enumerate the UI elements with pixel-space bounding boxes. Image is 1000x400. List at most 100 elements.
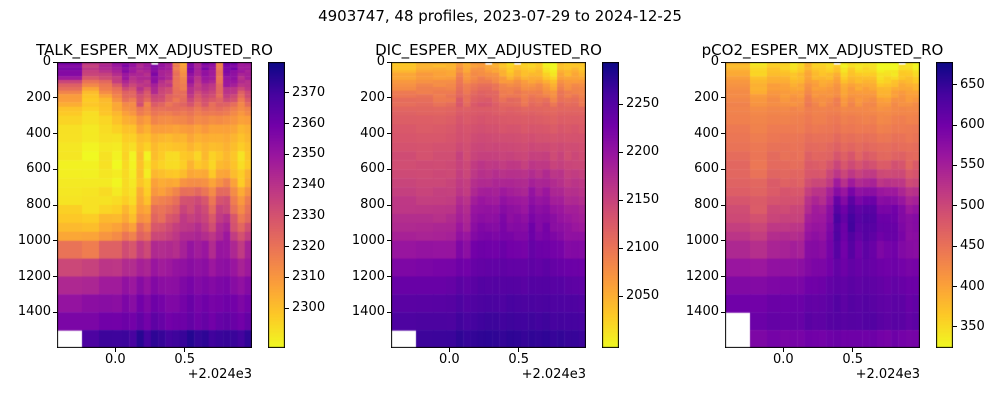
y-tick-mark xyxy=(387,61,391,63)
y-tick-label: 800 xyxy=(694,197,719,212)
colorbar-tick-label: 500 xyxy=(960,197,985,213)
colorbar-tick-mark xyxy=(953,84,957,86)
x-tick-label: 0.5 xyxy=(174,352,196,367)
y-tick-label: 1400 xyxy=(351,304,385,320)
x-tick-mark xyxy=(782,348,784,352)
colorbar-tick-label: 2370 xyxy=(292,84,326,100)
x-tick-mark xyxy=(852,348,854,352)
subplot-title-pco2: pCO2_ESPER_MX_ADJUSTED_RO xyxy=(701,41,944,59)
y-tick-label: 0 xyxy=(376,54,385,69)
x-tick-label: 0.5 xyxy=(508,352,530,367)
y-tick-label: 800 xyxy=(360,197,385,212)
x-tick-label: 0.5 xyxy=(842,352,864,367)
colorbar-tick-label: 2330 xyxy=(292,207,326,223)
colorbar-tick-label: 2300 xyxy=(292,300,326,316)
x-tick-label: 0.0 xyxy=(438,352,460,367)
subplot-title-talk: TALK_ESPER_MX_ADJUSTED_RO xyxy=(36,41,273,59)
y-tick-label: 800 xyxy=(26,197,51,212)
y-tick-label: 1400 xyxy=(17,304,51,320)
y-tick-mark xyxy=(387,133,391,134)
colorbar-tick-label: 2320 xyxy=(292,238,326,254)
colorbar-tick-mark xyxy=(285,246,289,248)
x-axis-offset-label: +2.024e3 xyxy=(855,367,920,382)
y-tick-mark xyxy=(53,133,57,134)
x-tick-mark xyxy=(448,348,450,352)
y-tick-mark xyxy=(387,168,391,170)
colorbar-tick-mark xyxy=(619,247,623,249)
y-tick-mark xyxy=(53,311,57,313)
colorbar-tick-label: 2340 xyxy=(292,177,326,192)
y-tick-label: 600 xyxy=(360,161,385,177)
x-tick-mark xyxy=(518,348,520,352)
colorbar-tick-label: 350 xyxy=(960,318,985,334)
y-tick-mark xyxy=(387,311,391,313)
y-tick-label: 1000 xyxy=(351,232,385,248)
colorbar-tick-label: 450 xyxy=(960,238,985,254)
y-tick-mark xyxy=(53,276,57,277)
colorbar-tick-mark xyxy=(285,153,289,155)
y-tick-mark xyxy=(387,276,391,277)
y-tick-label: 1000 xyxy=(17,232,51,248)
y-tick-mark xyxy=(53,240,57,242)
colorbar-tick-mark xyxy=(285,307,289,309)
colorbar-tick-mark xyxy=(619,199,623,201)
y-tick-label: 0 xyxy=(710,54,719,69)
colorbar-tick-mark xyxy=(285,184,289,186)
colorbar-tick-label: 2250 xyxy=(626,96,660,112)
colorbar-tick-mark xyxy=(619,151,623,153)
y-tick-mark xyxy=(53,97,57,99)
y-tick-label: 200 xyxy=(26,89,51,105)
x-tick-mark xyxy=(184,348,186,352)
y-tick-label: 600 xyxy=(26,161,51,177)
colorbar-tick-mark xyxy=(619,103,623,105)
figure-title: 4903747, 48 profiles, 2023-07-29 to 2024… xyxy=(318,7,682,25)
colorbar-tick-label: 400 xyxy=(960,278,985,294)
y-tick-label: 1400 xyxy=(685,304,719,320)
dic-colorbar-canvas xyxy=(602,62,619,348)
colorbar-tick-label: 2050 xyxy=(626,288,660,304)
y-tick-mark xyxy=(721,168,725,170)
colorbar-tick-mark xyxy=(619,295,623,297)
y-tick-label: 1200 xyxy=(17,268,51,284)
y-tick-mark xyxy=(387,97,391,99)
y-tick-label: 1200 xyxy=(351,268,385,284)
pco2-heatmap-canvas xyxy=(725,62,920,348)
y-tick-label: 600 xyxy=(694,161,719,177)
y-tick-mark xyxy=(721,97,725,99)
colorbar-tick-mark xyxy=(285,276,289,278)
colorbar-tick-mark xyxy=(285,215,289,217)
y-tick-mark xyxy=(721,240,725,242)
colorbar-tick-label: 2360 xyxy=(292,115,326,131)
y-tick-label: 1200 xyxy=(685,268,719,284)
y-tick-mark xyxy=(387,204,391,206)
colorbar-tick-mark xyxy=(285,123,289,124)
colorbar-tick-mark xyxy=(953,326,957,328)
colorbar-tick-mark xyxy=(285,92,289,94)
talk-colorbar-canvas xyxy=(268,62,285,348)
colorbar-tick-mark xyxy=(953,205,957,207)
y-tick-mark xyxy=(53,204,57,206)
colorbar-tick-label: 2200 xyxy=(626,144,660,160)
colorbar-tick-mark xyxy=(953,164,957,166)
x-tick-label: 0.0 xyxy=(104,352,126,367)
colorbar-tick-label: 2310 xyxy=(292,269,326,285)
y-tick-label: 200 xyxy=(694,89,719,105)
y-tick-label: 200 xyxy=(360,89,385,105)
colorbar-tick-label: 2350 xyxy=(292,146,326,162)
y-tick-label: 1000 xyxy=(685,232,719,248)
x-axis-offset-label: +2.024e3 xyxy=(521,367,586,382)
colorbar-tick-mark xyxy=(953,245,957,247)
x-tick-label: 0.0 xyxy=(772,352,794,367)
colorbar-tick-label: 600 xyxy=(960,117,985,133)
y-tick-label: 400 xyxy=(26,125,51,141)
y-tick-mark xyxy=(53,61,57,63)
colorbar-tick-mark xyxy=(953,124,957,126)
y-tick-mark xyxy=(721,133,725,134)
y-tick-label: 400 xyxy=(694,125,719,141)
colorbar-tick-label: 2100 xyxy=(626,240,660,256)
y-tick-mark xyxy=(721,204,725,206)
y-tick-label: 0 xyxy=(42,54,51,69)
colorbar-tick-label: 650 xyxy=(960,76,985,92)
pco2-colorbar-canvas xyxy=(936,62,953,348)
